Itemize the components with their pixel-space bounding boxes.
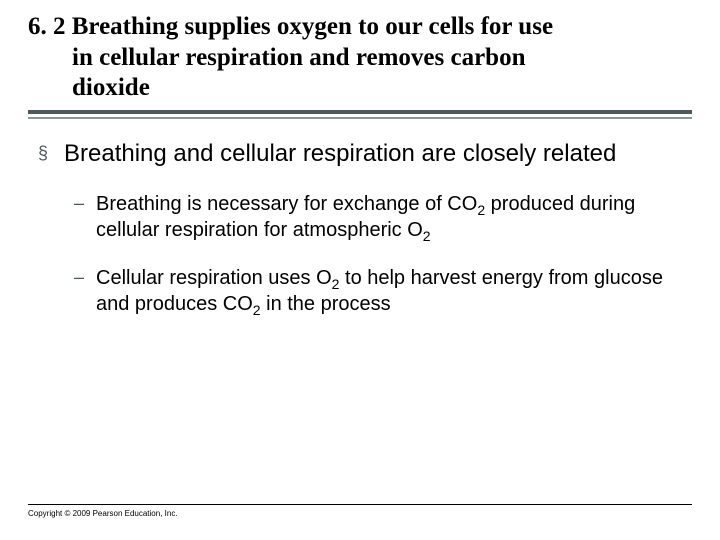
slide-footer: Copyright © 2009 Pearson Education, Inc. — [28, 504, 692, 518]
bullet-text: Cellular respiration uses O2 to help har… — [96, 265, 672, 317]
slide-title: 6. 2 Breathing supplies oxygen to our ce… — [28, 12, 692, 104]
title-line1: Breathing supplies oxygen to our cells f… — [66, 13, 554, 40]
title-line3: dioxide — [28, 73, 692, 104]
bullet-marker: – — [74, 191, 96, 215]
bullet-text: Breathing and cellular respiration are c… — [64, 139, 616, 169]
bullet-marker: – — [74, 265, 96, 289]
divider-thick — [28, 110, 692, 114]
title-text: 6. 2 Breathing supplies oxygen to our ce… — [28, 12, 692, 104]
title-line2: in cellular respiration and removes carb… — [28, 43, 692, 74]
bullet-text: Breathing is necessary for exchange of C… — [96, 191, 672, 243]
title-number: 6. 2 — [28, 13, 66, 40]
bullet-level2: – Cellular respiration uses O2 to help h… — [74, 265, 672, 317]
bullet-marker: § — [38, 139, 64, 165]
slide-body: § Breathing and cellular respiration are… — [28, 119, 692, 317]
footer-rule — [28, 504, 692, 505]
slide: 6. 2 Breathing supplies oxygen to our ce… — [0, 0, 720, 540]
bullet-level1: § Breathing and cellular respiration are… — [38, 139, 672, 169]
copyright-text: Copyright © 2009 Pearson Education, Inc. — [28, 509, 692, 518]
bullet-level2: – Breathing is necessary for exchange of… — [74, 191, 672, 243]
